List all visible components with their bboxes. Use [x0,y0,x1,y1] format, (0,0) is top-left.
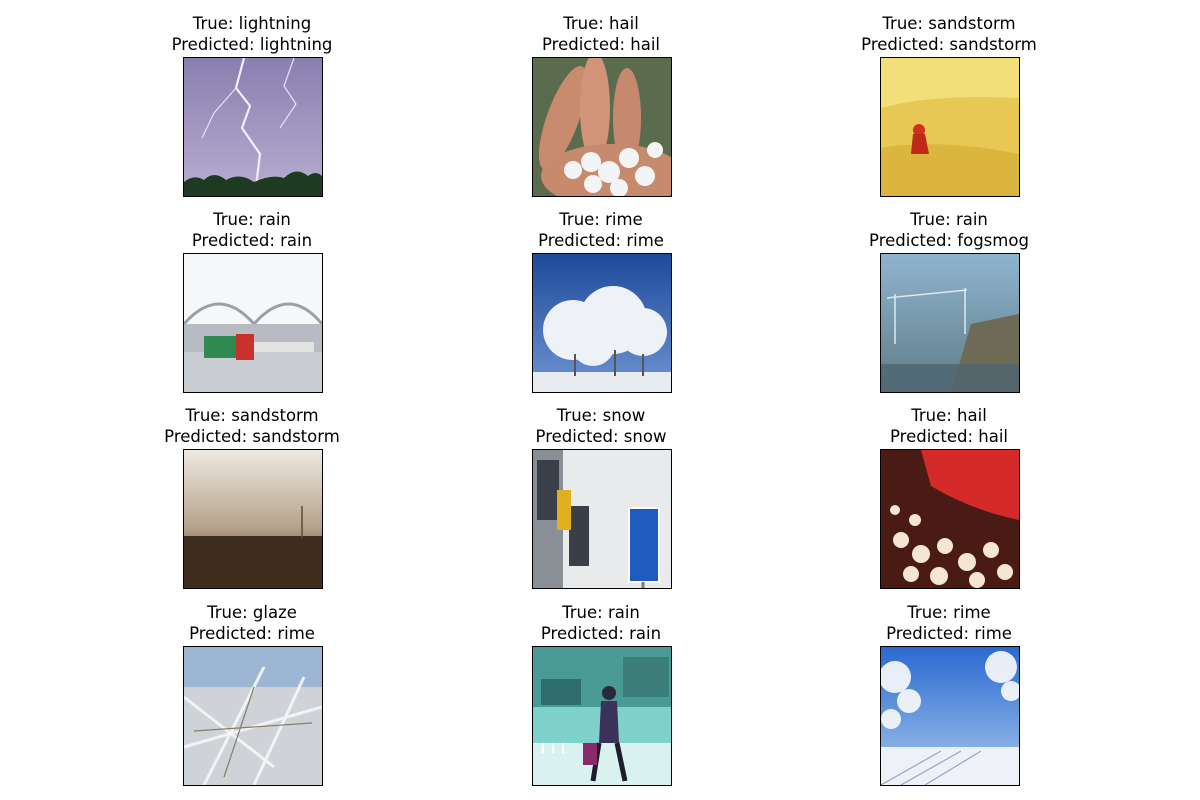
panel-5-image-rime [532,253,672,393]
panel-7-predicted-label: Predicted: sandstorm [164,427,340,446]
panel-4-true-label: True: rain [213,210,291,229]
panel-7-image-sandstorm [183,449,323,589]
panel-4: True: rain Predicted: rain [132,209,372,405]
panel-11-predicted-label: Predicted: rain [540,624,662,643]
panel-7: True: sandstorm Predicted: sandstorm [132,405,372,601]
panel-6-true-label: True: rain [910,210,988,229]
panel-6: True: rain Predicted: fogsmog [829,209,1069,405]
panel-4-predicted-label: Predicted: rain [191,231,313,250]
panel-4-image-rain [183,253,323,393]
panel-9: True: hail Predicted: hail [829,405,1069,601]
panel-2-predicted-label: Predicted: hail [542,35,660,54]
panel-1: True: lightning Predicted: lightning [132,13,372,209]
panel-8: True: snow Predicted: snow [481,405,721,601]
panel-8-image-snow [532,449,672,589]
panel-6-predicted-label: Predicted: fogsmog [869,231,1029,250]
panel-9-image-hail [880,449,1020,589]
panel-10-image-glaze [183,646,323,786]
panel-10-predicted-label: Predicted: rime [189,624,315,643]
panel-1-image-lightning [183,57,323,197]
panel-8-predicted-label: Predicted: snow [535,427,667,446]
panel-5-predicted-label: Predicted: rime [538,231,664,250]
panel-12: True: rime Predicted: rime [829,602,1069,798]
panel-6-image-rain [880,253,1020,393]
panel-12-predicted-label: Predicted: rime [886,624,1012,643]
panel-7-true-label: True: sandstorm [185,406,319,425]
panel-10-true-label: True: glaze [207,603,297,622]
panel-5: True: rime Predicted: rime [481,209,721,405]
panel-3-true-label: True: sandstorm [882,14,1016,33]
panel-11-true-label: True: rain [562,603,640,622]
panel-9-predicted-label: Predicted: hail [890,427,1008,446]
panel-2-true-label: True: hail [563,14,639,33]
panel-3: True: sandstorm Predicted: sandstorm [829,13,1069,209]
panel-9-true-label: True: hail [911,406,987,425]
panel-10: True: glaze Predicted: rime [132,602,372,798]
panel-12-image-rime [880,646,1020,786]
panel-3-predicted-label: Predicted: sandstorm [861,35,1037,54]
panel-5-true-label: True: rime [559,210,643,229]
panel-3-image-sandstorm [880,57,1020,197]
panel-8-true-label: True: snow [556,406,646,425]
panel-12-true-label: True: rime [907,603,991,622]
panel-2: True: hail Predicted: hail [481,13,721,209]
panel-11-image-rain [532,646,672,786]
panel-11: True: rain Predicted: rain [481,602,721,798]
panel-2-image-hail [532,57,672,197]
panel-1-predicted-label: Predicted: lightning [171,35,333,54]
panel-1-true-label: True: lightning [192,14,312,33]
